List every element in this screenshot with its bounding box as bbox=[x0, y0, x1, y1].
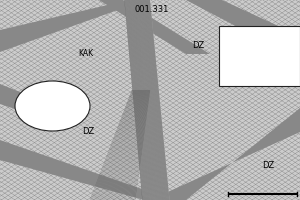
Polygon shape bbox=[0, 84, 60, 124]
Polygon shape bbox=[186, 0, 300, 60]
Polygon shape bbox=[124, 0, 170, 200]
Text: DZ: DZ bbox=[192, 40, 204, 49]
Polygon shape bbox=[0, 140, 174, 200]
Text: 001.331: 001.331 bbox=[134, 4, 169, 14]
Polygon shape bbox=[150, 108, 300, 200]
Polygon shape bbox=[0, 0, 129, 52]
Text: KAK: KAK bbox=[78, 48, 93, 58]
Text: DZ: DZ bbox=[82, 128, 94, 136]
Bar bbox=[219, 26, 300, 86]
Text: DZ: DZ bbox=[262, 160, 274, 170]
Circle shape bbox=[15, 81, 90, 131]
Polygon shape bbox=[99, 0, 210, 54]
